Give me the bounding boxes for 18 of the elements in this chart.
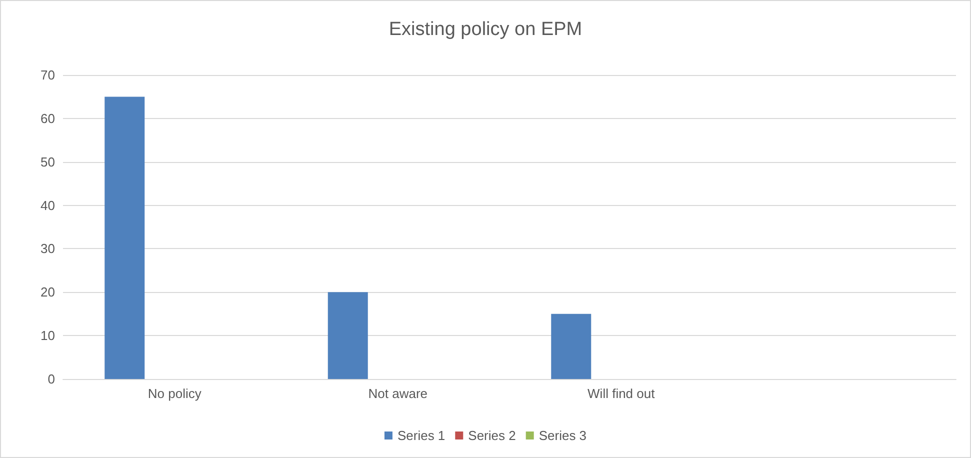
x-tick-label: No policy [148, 386, 202, 401]
x-tick-label: Not aware [368, 386, 428, 401]
y-tick-label: 20 [40, 284, 55, 300]
y-tick-label: 10 [40, 328, 55, 344]
y-tick-label: 50 [40, 154, 55, 170]
y-tick-label: 70 [40, 68, 55, 82]
y-tick-label: 40 [40, 198, 55, 213]
y-tick-label: 60 [40, 110, 55, 126]
bar [328, 292, 368, 379]
bar [104, 96, 145, 379]
legend-label: Series 2 [468, 428, 516, 443]
x-tick-label: Will find out [588, 386, 656, 401]
y-tick-label: 30 [40, 241, 55, 256]
legend-label: Series 3 [538, 428, 587, 443]
y-tick-label: 0 [48, 372, 55, 386]
chart-title: Existing policy on EPM [388, 19, 582, 40]
bar [551, 314, 592, 379]
legend-label: Series 1 [397, 428, 446, 443]
